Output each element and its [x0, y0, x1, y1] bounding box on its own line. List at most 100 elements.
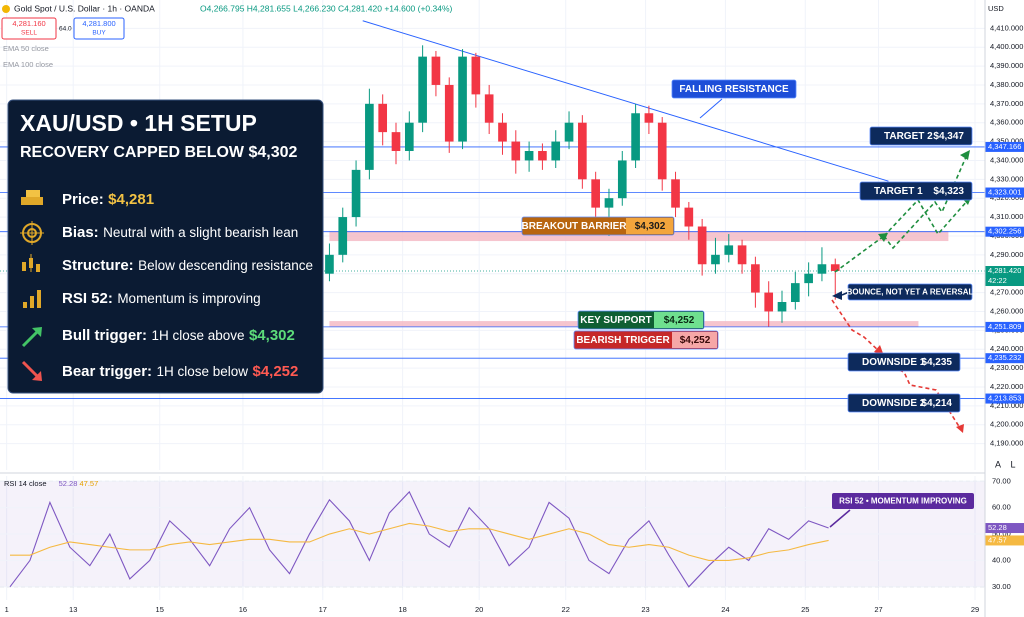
candle-body — [365, 103, 374, 170]
y-tick-label: 4,410.000 — [990, 23, 1023, 32]
x-tick-label: 20 — [475, 605, 483, 614]
candle-body — [484, 94, 494, 123]
indicator-label: EMA 50 close — [3, 44, 49, 53]
candle-body — [524, 151, 534, 161]
candle-body — [471, 56, 481, 95]
buy-price: 4,281.800 — [82, 19, 115, 28]
level-tag — [985, 187, 1024, 198]
y-tick-label: 4,220.000 — [990, 382, 1023, 391]
annotations: FALLING RESISTANCE TARGET 2 $4,347 TARGET 1… — [522, 79, 974, 509]
candle-body — [404, 122, 414, 152]
y-tick-label: 4,310.000 — [990, 212, 1023, 221]
candle-body — [830, 264, 840, 272]
level-tag — [985, 353, 1024, 364]
level-label: 4,235.232 — [988, 353, 1021, 362]
candle-body — [804, 273, 813, 284]
row-highlight: $4,302 — [249, 327, 295, 344]
rsi-value: 52.28 — [59, 479, 78, 488]
candle-body — [498, 122, 507, 142]
buy-label: BUY — [92, 30, 106, 37]
row: Bear trigger: 1H close below $4,252 — [62, 363, 298, 380]
annotation-price: $4,323 — [933, 186, 964, 197]
y-tick-label: 70.00 — [992, 476, 1011, 485]
y-tick-label: 4,240.000 — [990, 344, 1023, 353]
spread: 64.0 — [59, 26, 72, 33]
level-label: 4,251.809 — [988, 322, 1021, 331]
annotation-box — [671, 79, 797, 99]
sell-button[interactable] — [1, 17, 57, 40]
y-tick-label: 4,350.000 — [990, 137, 1023, 146]
candle-body — [591, 179, 600, 208]
rsi-header: RSI 14 close 52.28 47.57 — [4, 479, 98, 488]
candle-body — [644, 113, 654, 123]
y-tick-label: 4,190.000 — [990, 439, 1023, 448]
level-label: 4,281.420 — [988, 266, 1021, 275]
y-tick-label: 4,360.000 — [990, 118, 1023, 127]
buy-button[interactable] — [73, 17, 125, 40]
annotation-price: $4,252 — [680, 335, 711, 346]
annotation-text: BOUNCE, NOT YET A REVERSAL — [847, 288, 974, 297]
x-tick-label: 16 — [239, 605, 247, 614]
bear-path — [831, 299, 881, 353]
row-label: Price: — [62, 191, 104, 208]
y-tick-label: 4,260.000 — [990, 306, 1023, 315]
trendline — [362, 20, 889, 182]
row-value: Momentum is improving — [117, 291, 260, 306]
x-tick-label: 17 — [319, 605, 327, 614]
level-tag — [985, 266, 1024, 287]
annotation-box — [832, 493, 974, 509]
x-tick-label: 1 — [5, 605, 9, 614]
x-tick-label: 22 — [562, 605, 570, 614]
value-tag — [985, 523, 1024, 534]
y-tick-label: 4,230.000 — [990, 363, 1023, 372]
symbol: Gold Spot / U.S. Dollar · 1h · OANDA — [14, 3, 155, 13]
candle-body — [671, 179, 680, 208]
candle-body — [351, 169, 361, 218]
bull-path — [883, 156, 967, 250]
y-tick-label: 4,290.000 — [990, 250, 1023, 259]
scale-button[interactable]: L — [1010, 459, 1015, 469]
ohlc: O4,266.795 H4,281.655 L4,266.230 C4,281.… — [200, 3, 453, 13]
annotation-price-box — [672, 332, 717, 348]
annotation-label: BREAKOUT BARRIER — [522, 221, 628, 232]
pointer — [699, 98, 723, 119]
candle-body — [511, 141, 521, 161]
x-tick-label: 13 — [69, 605, 77, 614]
y-tick-label: 30.00 — [992, 582, 1011, 591]
icon-bars — [23, 290, 41, 308]
candle-body — [751, 264, 760, 293]
candle-body — [764, 292, 774, 312]
scale-button[interactable]: A — [995, 459, 1001, 469]
level-tag — [985, 321, 1024, 332]
row-value: 1H close below — [156, 364, 248, 379]
annotation-label: BEARISH TRIGGER — [576, 335, 670, 346]
value-tag-label: 52.28 — [988, 523, 1007, 532]
level-label: 4,213.853 — [988, 394, 1021, 403]
rsi-title: RSI 14 close — [4, 479, 47, 488]
annotation-box — [869, 126, 973, 146]
candle-body — [817, 264, 827, 274]
annotation-box — [847, 393, 961, 413]
bull-path — [883, 198, 969, 237]
sell-price: 4,281.160 — [12, 19, 45, 28]
y-tick-label: 4,370.000 — [990, 99, 1023, 108]
annotation-label: TARGET 1 — [874, 186, 923, 197]
row-label: Bias: — [62, 224, 99, 241]
row: Bull trigger: 1H close above $4,302 — [62, 327, 295, 344]
y-tick-label: 4,320.000 — [990, 193, 1023, 202]
candle-body — [724, 245, 734, 255]
candle-body — [777, 302, 787, 312]
x-tick-label: 23 — [641, 605, 649, 614]
annotation-price: $4,235 — [921, 357, 952, 368]
candle-body — [458, 56, 467, 142]
bull-path — [834, 235, 885, 273]
candle-body — [604, 198, 614, 208]
annotation-price-box — [626, 218, 673, 234]
panel-title: XAU/USD • 1H SETUP — [20, 110, 257, 136]
y-tick-label: 4,270.000 — [990, 288, 1023, 297]
annotation-box — [847, 352, 961, 372]
candle-body — [431, 56, 441, 85]
arrow-head — [960, 150, 970, 160]
row-label: Bear trigger: — [62, 363, 152, 380]
candle-body — [378, 103, 388, 133]
